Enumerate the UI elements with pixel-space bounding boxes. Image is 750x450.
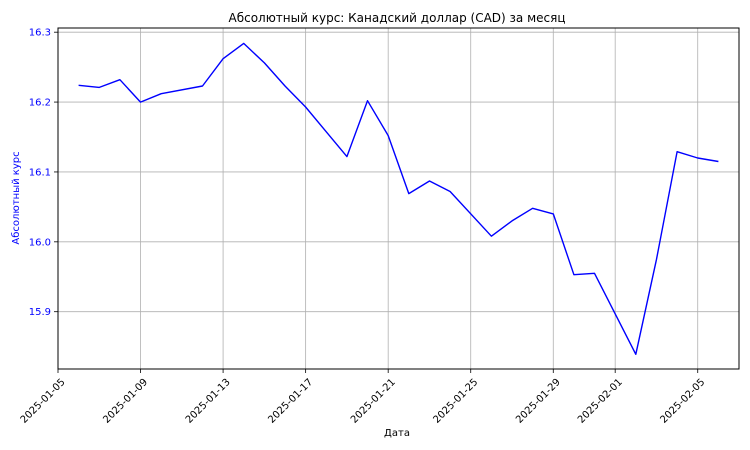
series-layer: [78, 42, 719, 355]
y-tick-label: 16.0: [29, 237, 51, 248]
y-axis-label: Абсолютный курс: [11, 151, 22, 244]
y-tick-label: 16.1: [29, 167, 51, 178]
chart-title: Абсолютный курс: Канадский доллар (CAD) …: [228, 11, 565, 25]
x-axis-label: Дата: [384, 428, 410, 439]
y-axis: 15.9 16.0 16.1 16.2 16.3: [29, 28, 58, 318]
plot-frame: [57, 27, 740, 370]
y-tick-label: 16.2: [29, 98, 51, 109]
grid: [57, 28, 739, 369]
y-tick-label: 15.9: [29, 307, 51, 318]
series-line: [78, 42, 719, 355]
y-tick-label: 16.3: [29, 28, 51, 39]
